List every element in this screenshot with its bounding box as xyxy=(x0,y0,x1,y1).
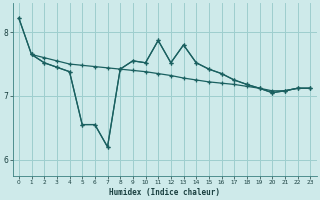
X-axis label: Humidex (Indice chaleur): Humidex (Indice chaleur) xyxy=(109,188,220,197)
